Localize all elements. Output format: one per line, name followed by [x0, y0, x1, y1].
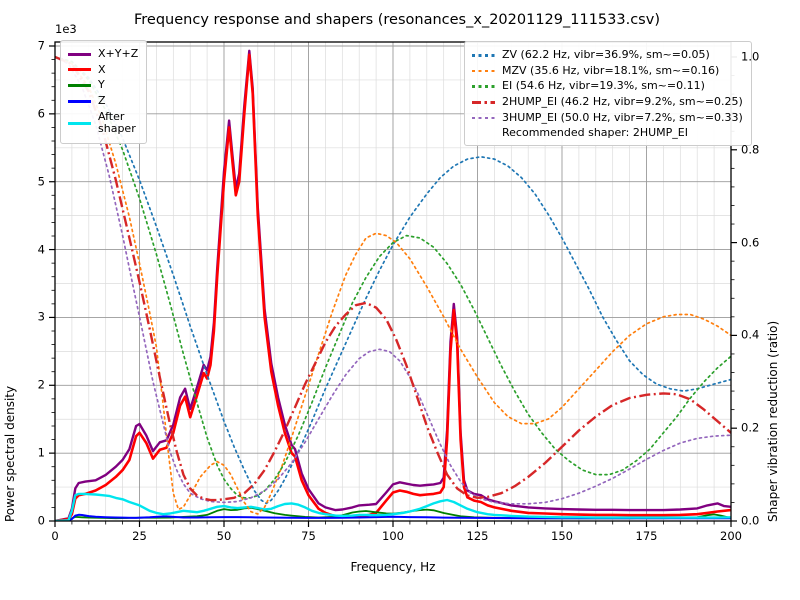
legend-line-3hump-ei-icon: [472, 116, 495, 120]
y-right-tick-label: 0.6: [741, 234, 760, 249]
y-left-tick-label: 3: [37, 309, 45, 324]
legend-line-ei-icon: [472, 85, 495, 88]
y-left-tick-label: 0: [37, 513, 45, 528]
x-tick-label: 100: [382, 529, 404, 543]
legend-label-z: Z: [98, 93, 106, 107]
y-left-tick-label: 1: [37, 445, 45, 460]
legend-label-mzv: MZV (35.6 Hz, vibr=18.1%, sm~=0.16): [502, 63, 720, 77]
legend-label-zv: ZV (62.2 Hz, vibr=36.9%, sm~=0.05): [502, 48, 710, 61]
legend-label-xyz: X+Y+Z: [98, 47, 139, 60]
legend-item-ei: EI (54.6 Hz, vibr=19.3%, sm~=0.11): [472, 80, 743, 93]
x-tick-label: 150: [551, 529, 573, 543]
y-axis-label-right: Shaper vibration reduction (ratio): [766, 320, 780, 522]
x-tick-label: 75: [301, 529, 316, 543]
y-left-tick-label: 6: [37, 106, 45, 121]
legend-line-zv-icon: [472, 54, 495, 57]
legend-label-y: Y: [98, 78, 105, 92]
y-left-tick-label: 4: [37, 241, 45, 256]
legend-label-x: X: [98, 62, 106, 76]
legend-line-after-shaper-icon: [68, 121, 91, 125]
y-right-tick-label: 0.2: [741, 420, 760, 435]
legend-psd: X+Y+Z X Y Z After shaper: [60, 40, 148, 144]
legend-item-2hump-ei: 2HUMP_EI (46.2 Hz, vibr=9.2%, sm~=0.25): [472, 94, 743, 109]
recommended-shaper-note: Recommended shaper: 2HUMP_EI: [502, 126, 688, 140]
legend-label-3hump-ei: 3HUMP_EI (50.0 Hz, vibr=7.2%, sm~=0.33): [502, 110, 743, 124]
legend-shapers: ZV (62.2 Hz, vibr=36.9%, sm~=0.05) MZV (…: [464, 41, 752, 146]
y-right-tick-label: 0.8: [741, 142, 760, 157]
x-tick-label: 0: [51, 529, 59, 543]
x-tick-label: 175: [635, 529, 658, 543]
legend-item-xyz: X+Y+Z: [68, 47, 139, 61]
legend-item-x: X: [68, 62, 138, 77]
legend-item-after-shaper: After shaper: [68, 109, 138, 136]
legend-item-zv: ZV (62.2 Hz, vibr=36.9%, sm~=0.05): [472, 48, 743, 62]
legend-line-y-icon: [68, 84, 91, 88]
x-axis-label: Frequency, Hz: [350, 560, 436, 574]
y-axis-label-left: Power spectral density: [3, 385, 17, 522]
x-tick-label: 125: [466, 529, 489, 543]
y-axis-offset-label: 1e3: [55, 22, 77, 36]
legend-line-xyz-icon: [68, 52, 91, 56]
y-right-tick-label: 0.4: [741, 327, 760, 342]
legend-line-mzv-icon: [472, 69, 495, 73]
y-right-tick-label: 0.0: [741, 513, 760, 528]
legend-item-mzv: MZV (35.6 Hz, vibr=18.1%, sm~=0.16): [472, 63, 743, 78]
legend-item-y: Y: [68, 79, 138, 92]
legend-label-2hump-ei: 2HUMP_EI (46.2 Hz, vibr=9.2%, sm~=0.25): [502, 94, 743, 108]
legend-line-2hump-ei-icon: [472, 100, 495, 104]
legend-label-after-shaper: After shaper: [98, 109, 136, 136]
x-tick-label: 200: [720, 529, 742, 543]
y-right-tick-label: 1.0: [741, 49, 760, 64]
page-title: Frequency response and shapers (resonanc…: [134, 12, 660, 28]
x-tick-label: 25: [132, 529, 147, 543]
y-left-tick-label: 7: [37, 38, 45, 53]
legend-line-z-icon: [68, 99, 91, 103]
y-left-tick-label: 5: [37, 173, 45, 188]
legend-line-x-icon: [68, 68, 91, 72]
y-left-tick-label: 2: [37, 377, 45, 392]
x-tick-label: 50: [216, 529, 232, 543]
legend-item-3hump-ei: 3HUMP_EI (50.0 Hz, vibr=7.2%, sm~=0.33): [472, 110, 743, 125]
legend-item-z: Z: [68, 93, 138, 108]
legend-label-ei: EI (54.6 Hz, vibr=19.3%, sm~=0.11): [502, 79, 705, 93]
